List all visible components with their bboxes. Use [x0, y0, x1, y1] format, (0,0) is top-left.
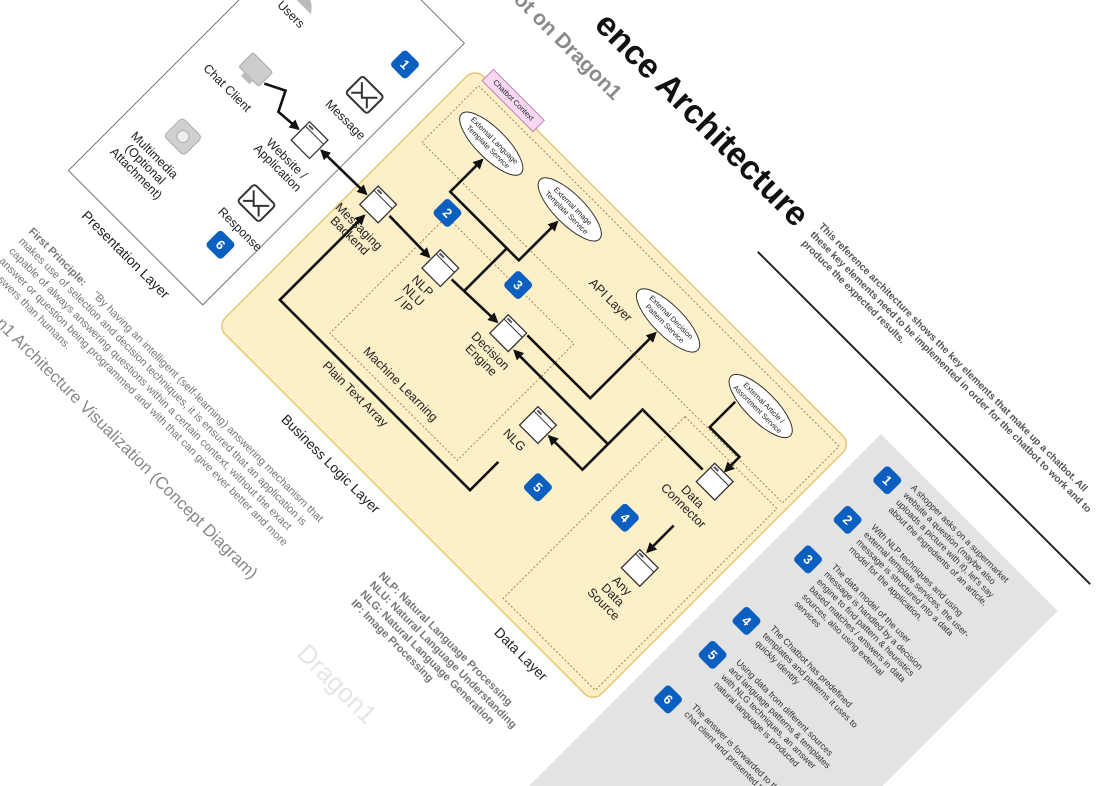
messaging-icon-dots: [376, 188, 383, 195]
service-ellipse: [537, 177, 602, 242]
source-icon-bar: [635, 553, 655, 573]
badge: [654, 685, 682, 714]
badge: [794, 545, 822, 574]
nlp-icon: [421, 248, 460, 288]
response-icon: [237, 184, 276, 222]
website-icon-bar: [304, 125, 325, 145]
title: ence Architecture: [587, 5, 816, 234]
arrow-to-decision: [513, 349, 609, 446]
nlp-icon-dots: [438, 252, 445, 259]
description-line: This reference architecture shows the ke…: [816, 221, 1089, 494]
badge: [732, 607, 761, 635]
message-icon: [345, 76, 384, 114]
badge: [611, 503, 639, 532]
service-ellipse: [636, 288, 701, 353]
decision-icon: [488, 313, 528, 353]
badge: [873, 466, 902, 495]
arrow-nlg-messaging: [278, 214, 500, 492]
website-icon-dots: [308, 124, 314, 131]
steps-panel: [456, 434, 1058, 786]
separator: [757, 251, 1091, 585]
response-icon-flap: [243, 190, 270, 217]
badge: [433, 199, 462, 227]
presentation-layer-label: Presentation Layer: [79, 207, 174, 302]
arrow-to-image: [505, 220, 559, 263]
arrow-connector-source: [646, 524, 675, 554]
decision-icon-bar: [503, 318, 523, 338]
arrow-chat-website: [263, 82, 300, 131]
chat-client-stand: [240, 72, 253, 85]
badge: [206, 230, 235, 259]
service-ellipse: [728, 373, 793, 439]
users-icon-body: [291, 0, 312, 15]
connector-icon-dots: [713, 466, 719, 472]
context-tag: [481, 68, 546, 133]
website-icon: [290, 120, 329, 160]
nlp-icon-bar: [435, 253, 455, 273]
arrow-website-messaging: [320, 149, 368, 196]
watermark: Dragon1: [291, 638, 383, 730]
arrow-messaging-nlp: [388, 214, 431, 259]
messaging-icon: [358, 185, 398, 224]
badge: [391, 50, 419, 79]
source-icon-dots: [638, 552, 644, 559]
arrow-nlp-decision: [450, 278, 499, 324]
service-ellipse: [459, 111, 524, 176]
badge: [524, 473, 552, 502]
nlg-icon-bar: [533, 410, 553, 430]
message-icon-flap: [351, 82, 378, 109]
chat-client-icon: [239, 52, 273, 87]
badge: [833, 505, 862, 534]
connector-icon-bar: [710, 467, 730, 487]
multimedia-icon-lens: [176, 130, 190, 144]
arrow-connector-nlg: [547, 407, 704, 472]
line-article-connector: [707, 400, 742, 473]
nlg-icon: [518, 405, 558, 445]
nlg-icon-dots: [536, 409, 543, 416]
arrow-to-decision-pattern: [526, 331, 657, 401]
badge: [504, 271, 533, 299]
decision-icon-dots: [506, 317, 513, 324]
messaging-icon-bar: [373, 189, 393, 210]
badge: [698, 640, 727, 669]
source-icon: [620, 548, 660, 588]
arrow-to-language: [448, 158, 509, 293]
business-layer-box: [221, 72, 847, 699]
